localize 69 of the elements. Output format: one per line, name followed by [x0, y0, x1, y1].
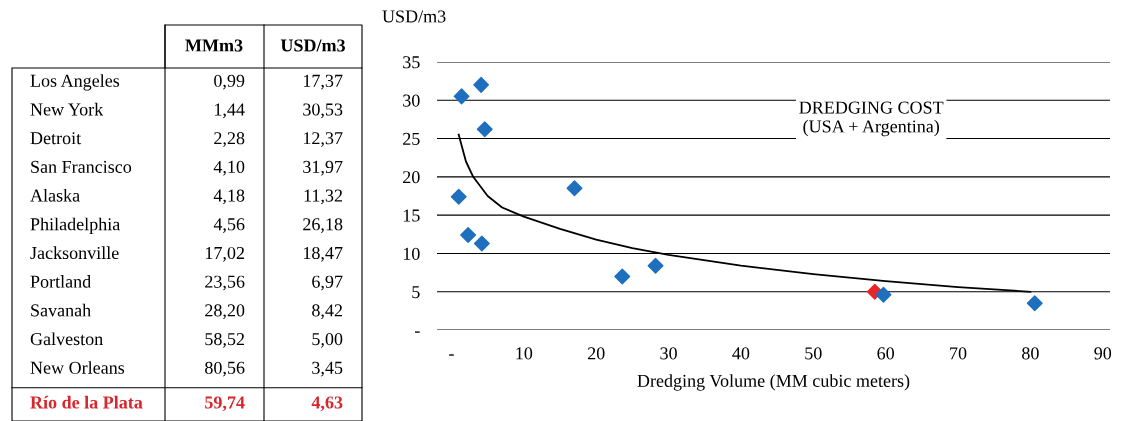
category-label: Jacksonville [30, 246, 119, 260]
category-label: Philadelphia [30, 217, 121, 235]
x-tick-label: 90 [1094, 347, 1112, 360]
x-tick-label: 10 [516, 347, 533, 360]
point [460, 227, 477, 244]
data-label: 8,42 [312, 304, 342, 320]
point [476, 121, 493, 138]
point [647, 257, 664, 274]
x-tick-label: 70 [950, 347, 967, 360]
data-label: 58,52 [205, 332, 244, 348]
point [450, 188, 467, 205]
data-label: 31,97 [303, 160, 343, 176]
category-label: Alaska [30, 188, 80, 202]
x-tick-label: 40 [732, 347, 750, 360]
data-label: 26,18 [303, 218, 343, 233]
point [1026, 295, 1043, 312]
data-label: 4,63 [311, 396, 343, 412]
data-label: 4,10 [213, 160, 245, 176]
data-label: 12,37 [303, 132, 343, 147]
data-label: 30,53 [303, 103, 343, 119]
category-label: Detroit [30, 132, 82, 145]
data-label: 17,37 [303, 74, 343, 90]
data-label: 4,18 [213, 189, 245, 205]
x-axis-title: Dredging Volume (MM cubic meters) [637, 374, 910, 391]
data-label: 28,20 [205, 304, 245, 320]
data-label: 18,47 [303, 246, 343, 262]
text: MMm3 [185, 39, 243, 52]
data-label: 17,02 [205, 246, 244, 262]
x-tick-label: 30 [660, 347, 677, 360]
y-tick-label: - [414, 331, 420, 333]
category-label: Portland [30, 275, 91, 288]
data-label: 2,28 [214, 132, 245, 147]
category-label: Savanah [31, 303, 91, 317]
category-label: New Orleans [30, 361, 125, 374]
category-label: San Francisco [31, 160, 132, 173]
y-tick-label: 20 [403, 171, 420, 184]
point [453, 88, 470, 105]
y-tick-label: 30 [403, 94, 420, 107]
text: DREDGING COST (USA + Argentina) [799, 101, 944, 137]
y-tick-label: 5 [412, 286, 420, 299]
data-label: 0,99 [214, 74, 245, 90]
point [473, 76, 490, 93]
category-label: Galveston [30, 332, 103, 346]
category-label: Río de la Plata [30, 395, 143, 409]
x-tick-label: 20 [587, 347, 605, 360]
data-label: 4,56 [213, 218, 245, 233]
data-label: 59,74 [205, 396, 245, 412]
data-label: 5,00 [312, 332, 343, 348]
category-label: Los Angeles [30, 74, 120, 91]
data-label: 80,56 [205, 361, 245, 377]
y-tick-label: 25 [403, 132, 420, 145]
data-label: 23,56 [205, 275, 245, 291]
point [614, 268, 631, 285]
x-tick-label: 80 [1022, 347, 1039, 360]
x-tick-label: 50 [805, 347, 822, 360]
data-label: 3,45 [312, 361, 343, 377]
category-label: New York [30, 102, 104, 116]
x-tick-label: 60 [877, 347, 895, 360]
point [566, 180, 583, 197]
text: USD/m3 [280, 39, 345, 52]
y-tick-label: 35 [403, 56, 420, 69]
y-tick-label: 15 [403, 209, 420, 222]
data-label: 6,97 [312, 275, 343, 291]
point [473, 235, 490, 252]
data-label: 1,44 [214, 103, 245, 119]
y-axis-title: USD/m3 [382, 10, 446, 23]
point [875, 286, 892, 303]
y-tick-label: 10 [403, 247, 420, 260]
data-label: 11,32 [304, 189, 342, 205]
